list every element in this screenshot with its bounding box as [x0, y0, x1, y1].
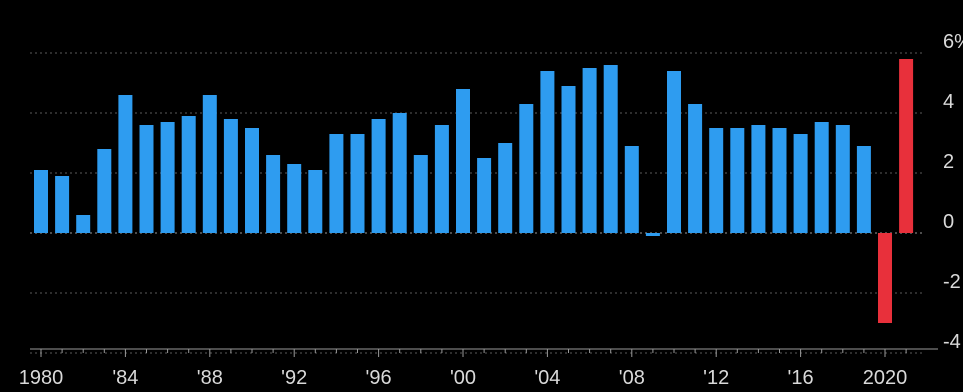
y-tick-label: 2	[943, 151, 954, 173]
x-tick-label: '88	[197, 367, 223, 389]
y-tick-label: 0	[943, 211, 954, 233]
bar-1980	[34, 170, 48, 233]
bar-1998	[413, 155, 428, 233]
gridlines	[30, 52, 922, 354]
bar-1988	[202, 95, 217, 233]
y-axis-tick-labels: 6% 4 2 0 -2 -4	[943, 31, 963, 353]
bar-2005	[561, 86, 576, 233]
bar-1999	[434, 125, 449, 233]
bar-2012	[709, 128, 724, 233]
bar-2017	[814, 122, 829, 233]
bar-2014	[751, 125, 766, 233]
bars	[34, 59, 914, 323]
bar-1990	[245, 128, 259, 233]
bar-2010	[667, 71, 681, 233]
bar-2007	[603, 65, 618, 233]
bar-1985	[139, 125, 154, 233]
bar-1983	[97, 149, 112, 233]
bar-2019	[856, 146, 871, 233]
x-tick-label: '92	[281, 367, 307, 389]
bar-2004	[540, 71, 555, 233]
y-tick-label: 4	[943, 91, 954, 113]
x-tick-label: '00	[450, 367, 476, 389]
bar-1995	[350, 134, 365, 233]
bar-1991	[266, 155, 281, 233]
bar-1993	[308, 170, 323, 233]
bar-1982	[76, 215, 91, 233]
bar-1996	[371, 119, 386, 233]
bar-2016	[793, 134, 808, 233]
bar-2000	[456, 89, 470, 233]
x-tick-label: '96	[366, 367, 392, 389]
bar-2011	[688, 104, 703, 233]
bar-2013	[730, 128, 745, 233]
bar-2003	[519, 104, 534, 233]
bar-1987	[181, 116, 196, 233]
x-tick-label: '84	[112, 367, 138, 389]
y-tick-label: 6%	[943, 31, 963, 53]
bar-2008	[624, 146, 639, 233]
bar-1986	[160, 122, 175, 233]
bar-2018	[835, 125, 850, 233]
y-tick-label: -4	[943, 331, 961, 353]
bar-1994	[329, 134, 344, 233]
x-tick-label: '12	[703, 367, 729, 389]
x-tick-label: 1980	[19, 367, 64, 389]
x-tick-label: '04	[534, 367, 560, 389]
bar-2002	[498, 143, 513, 233]
bar-2020	[878, 233, 892, 323]
bar-2021	[899, 59, 914, 233]
x-tick-label: '08	[619, 367, 645, 389]
x-tick-label: '16	[788, 367, 814, 389]
bar-1992	[287, 164, 302, 233]
bar-2006	[582, 68, 597, 233]
bar-1989	[223, 119, 238, 233]
x-tick-label: 2020	[863, 367, 908, 389]
bar-2009	[645, 233, 660, 236]
bar-2001	[477, 158, 492, 233]
bar-1984	[118, 95, 133, 233]
x-axis-ticks: 1980 '84 '88 '92 '96 '00 '04 '08 '12 '16 2020	[19, 349, 908, 389]
bar-1997	[392, 113, 407, 233]
y-tick-label: -2	[943, 271, 961, 293]
bar-1981	[55, 176, 70, 233]
bar-2015	[772, 128, 787, 233]
